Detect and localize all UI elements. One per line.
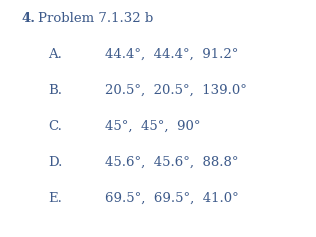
Text: D.: D. xyxy=(48,156,62,169)
Text: 44.4°,  44.4°,  91.2°: 44.4°, 44.4°, 91.2° xyxy=(105,48,238,61)
Text: E.: E. xyxy=(48,192,62,205)
Text: 69.5°,  69.5°,  41.0°: 69.5°, 69.5°, 41.0° xyxy=(105,192,239,205)
Text: 4.: 4. xyxy=(22,12,36,25)
Text: C.: C. xyxy=(48,120,62,133)
Text: 45°,  45°,  90°: 45°, 45°, 90° xyxy=(105,120,200,133)
Text: Problem 7.1.32 b: Problem 7.1.32 b xyxy=(38,12,153,25)
Text: 20.5°,  20.5°,  139.0°: 20.5°, 20.5°, 139.0° xyxy=(105,84,247,97)
Text: A.: A. xyxy=(48,48,62,61)
Text: 45.6°,  45.6°,  88.8°: 45.6°, 45.6°, 88.8° xyxy=(105,156,239,169)
Text: B.: B. xyxy=(48,84,62,97)
